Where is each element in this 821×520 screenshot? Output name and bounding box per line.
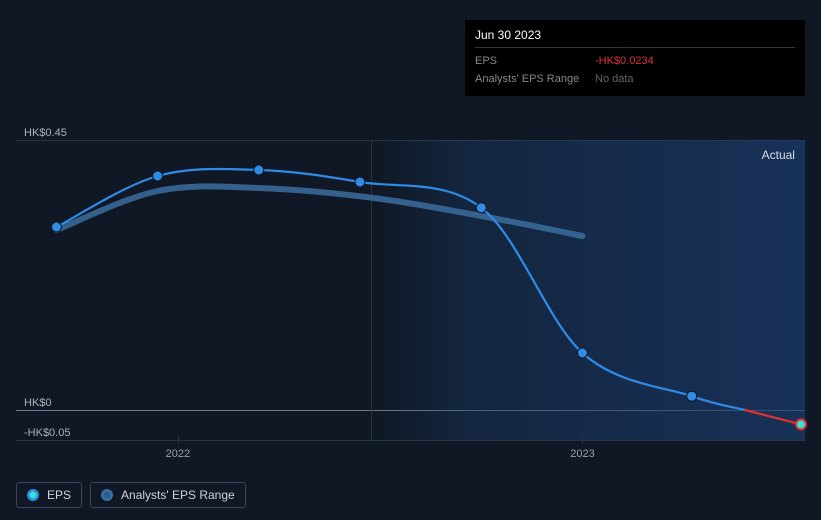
eps-chart: Jun 30 2023 EPS -HK$0.0234 Analysts' EPS… xyxy=(0,0,821,520)
legend-label: Analysts' EPS Range xyxy=(121,488,235,502)
series-eps xyxy=(745,410,801,424)
eps-marker[interactable] xyxy=(577,348,587,358)
series-eps xyxy=(56,169,745,410)
eps-marker[interactable] xyxy=(476,203,486,213)
x-axis-label: 2022 xyxy=(166,448,190,460)
tooltip-value: No data xyxy=(595,70,634,88)
legend-item-eps[interactable]: EPS xyxy=(16,482,82,508)
eps-marker[interactable] xyxy=(687,391,697,401)
y-axis-label: HK$0.45 xyxy=(24,127,67,139)
eps-marker[interactable] xyxy=(254,165,264,175)
tooltip-date: Jun 30 2023 xyxy=(475,28,795,48)
x-axis: 2022 2023 xyxy=(16,448,805,468)
tooltip-value: -HK$0.0234 xyxy=(595,52,654,70)
chart-svg xyxy=(16,140,805,440)
chart-tooltip: Jun 30 2023 EPS -HK$0.0234 Analysts' EPS… xyxy=(465,20,805,96)
legend-item-range[interactable]: Analysts' EPS Range xyxy=(90,482,246,508)
tooltip-label: Analysts' EPS Range xyxy=(475,70,595,88)
plot-area[interactable]: -HK$0.05HK$0HK$0.45 Actual xyxy=(16,140,805,440)
series-analysts-range xyxy=(56,186,582,236)
gridline: -HK$0.05 xyxy=(16,440,805,441)
eps-marker[interactable] xyxy=(51,222,61,232)
eps-marker[interactable] xyxy=(153,171,163,181)
x-tick xyxy=(582,436,583,444)
tooltip-row-eps: EPS -HK$0.0234 xyxy=(475,52,795,70)
legend-swatch-icon xyxy=(101,489,113,501)
eps-marker[interactable] xyxy=(796,419,806,429)
tooltip-label: EPS xyxy=(475,52,595,70)
eps-marker[interactable] xyxy=(355,177,365,187)
legend-swatch-icon xyxy=(27,489,39,501)
x-tick xyxy=(178,436,179,444)
x-axis-label: 2023 xyxy=(570,448,594,460)
legend-label: EPS xyxy=(47,488,71,502)
legend: EPS Analysts' EPS Range xyxy=(16,482,246,508)
tooltip-row-range: Analysts' EPS Range No data xyxy=(475,70,795,88)
